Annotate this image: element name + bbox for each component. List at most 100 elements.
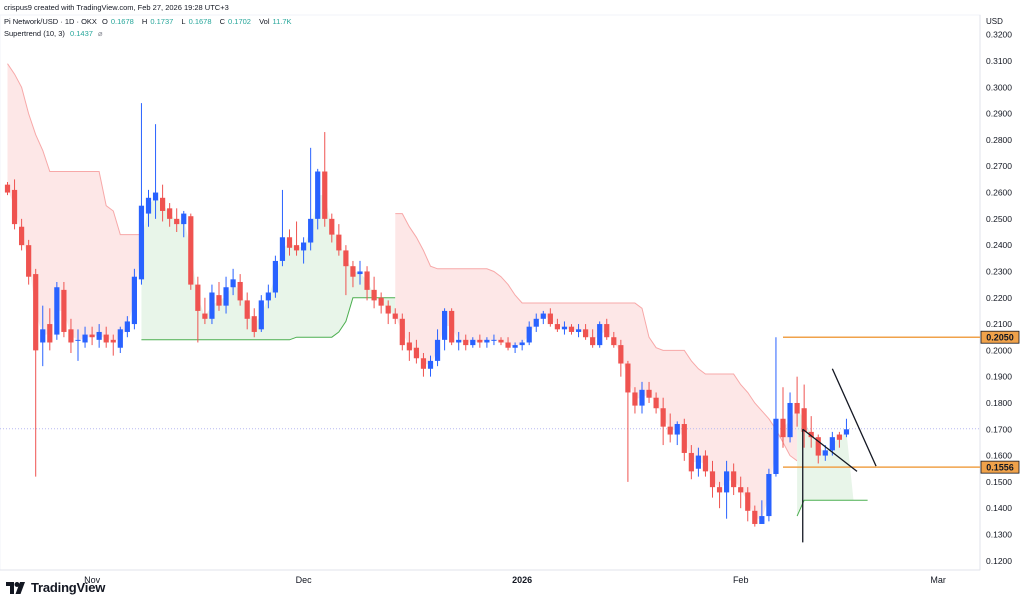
candle-20	[145, 197, 152, 214]
supertrend-fill-3	[797, 408, 868, 517]
candle-26	[188, 216, 194, 285]
candle-113	[801, 408, 807, 432]
candle-27	[195, 284, 201, 311]
candle-18	[131, 276, 137, 325]
candle-98	[695, 455, 701, 469]
candle-86	[611, 337, 617, 346]
low-value: 0.1678	[188, 17, 212, 26]
candle-25	[181, 213, 187, 225]
y-tick-label-0: 0.1200	[986, 556, 1012, 566]
y-tick-label-1: 0.1300	[986, 529, 1012, 539]
candle-118	[836, 434, 842, 440]
x-tick-label-3: Feb	[733, 575, 749, 585]
candle-74	[526, 326, 532, 343]
x-tick-label-1: Dec	[296, 575, 313, 585]
x-tick-label-4: Mar	[930, 575, 946, 585]
low-label: L	[181, 17, 186, 26]
candle-63	[449, 310, 455, 343]
supertrend-line-2	[395, 213, 798, 462]
candle-49	[350, 266, 356, 277]
candle-106	[752, 510, 758, 524]
candle-24	[174, 218, 180, 225]
candle-108	[766, 473, 772, 517]
candle-53	[378, 297, 384, 306]
candle-73	[519, 342, 525, 346]
candle-111	[787, 402, 793, 438]
candle-6	[47, 324, 53, 343]
supertrend-fill-2	[395, 213, 798, 521]
candle-15	[110, 339, 116, 343]
candle-85	[604, 324, 610, 338]
candle-91	[646, 389, 652, 398]
candle-13	[96, 331, 102, 340]
x-tick-label-0: Nov	[84, 575, 101, 585]
y-tick-label-20: 0.3200	[986, 30, 1012, 40]
candle-52	[371, 289, 377, 301]
y-tick-label-4: 0.1600	[986, 451, 1012, 461]
candle-22	[160, 197, 166, 211]
y-tick-label-15: 0.2700	[986, 161, 1012, 171]
candle-56	[399, 318, 405, 346]
eye-off-icon[interactable]: ⌀	[98, 29, 103, 38]
candle-28	[202, 313, 208, 319]
candle-92	[653, 397, 659, 409]
level-label-1: 0.1556	[986, 463, 1014, 473]
y-tick-label-16: 0.2800	[986, 135, 1012, 145]
candle-55	[392, 313, 398, 319]
high-value: 0.1737	[150, 17, 174, 26]
candle-65	[463, 339, 469, 346]
candle-46	[329, 218, 335, 235]
candle-47	[336, 234, 342, 251]
candle-54	[385, 305, 391, 314]
logo-text: TradingView	[31, 580, 106, 595]
candle-119	[843, 429, 850, 435]
candle-9	[68, 329, 74, 343]
candle-41	[293, 245, 300, 251]
candle-4	[33, 274, 39, 351]
supertrend-line-3	[796, 499, 868, 517]
candle-58	[413, 347, 419, 359]
candle-87	[618, 345, 624, 364]
candle-82	[583, 329, 589, 338]
y-tick-label-19: 0.3100	[986, 56, 1012, 66]
candle-83	[590, 337, 596, 346]
candle-38	[272, 260, 278, 293]
candle-80	[568, 326, 575, 332]
symbol-name[interactable]: Pi Network/USD · 1D · OKX	[4, 17, 97, 26]
candle-102	[724, 471, 730, 493]
candle-36	[258, 300, 264, 330]
close-label: C	[219, 17, 226, 26]
candle-90	[639, 389, 645, 406]
y-tick-label-2: 0.1400	[986, 503, 1012, 513]
y-tick-label-17: 0.2900	[986, 109, 1012, 119]
y-tick-label-9: 0.2100	[986, 319, 1012, 329]
tradingview-logo[interactable]: TradingView	[6, 580, 105, 595]
candle-107	[759, 516, 765, 524]
candle-115	[815, 437, 821, 456]
indicator-legend[interactable]: Supertrend (10, 3) 0.1437 ⌀	[4, 29, 106, 38]
candle-114	[808, 431, 814, 438]
symbol-legend[interactable]: Pi Network/USD · 1D · OKX O 0.1678 H 0.173…	[4, 17, 298, 26]
y-tick-label-8: 0.2000	[986, 345, 1012, 355]
level-label-0: 0.2050	[986, 333, 1014, 343]
candle-37	[265, 292, 271, 301]
tradingview-logo-icon	[6, 581, 25, 594]
candle-68	[484, 339, 490, 343]
candle-43	[308, 218, 314, 243]
close-value: 0.1702	[228, 17, 251, 26]
candle-81	[575, 329, 582, 332]
level-label-box-0	[980, 330, 1020, 344]
candle-61	[434, 339, 441, 361]
open-value: 0.1678	[110, 17, 134, 26]
candle-116	[822, 450, 828, 456]
candle-48	[343, 250, 349, 267]
indicator-name[interactable]: Supertrend (10, 3)	[4, 29, 65, 38]
candle-19	[138, 205, 145, 280]
candle-29	[209, 292, 215, 319]
candle-50	[357, 271, 363, 275]
candle-0	[4, 184, 11, 193]
candle-70	[498, 339, 504, 343]
candle-95	[674, 424, 680, 435]
y-tick-label-6: 0.1800	[986, 398, 1012, 408]
